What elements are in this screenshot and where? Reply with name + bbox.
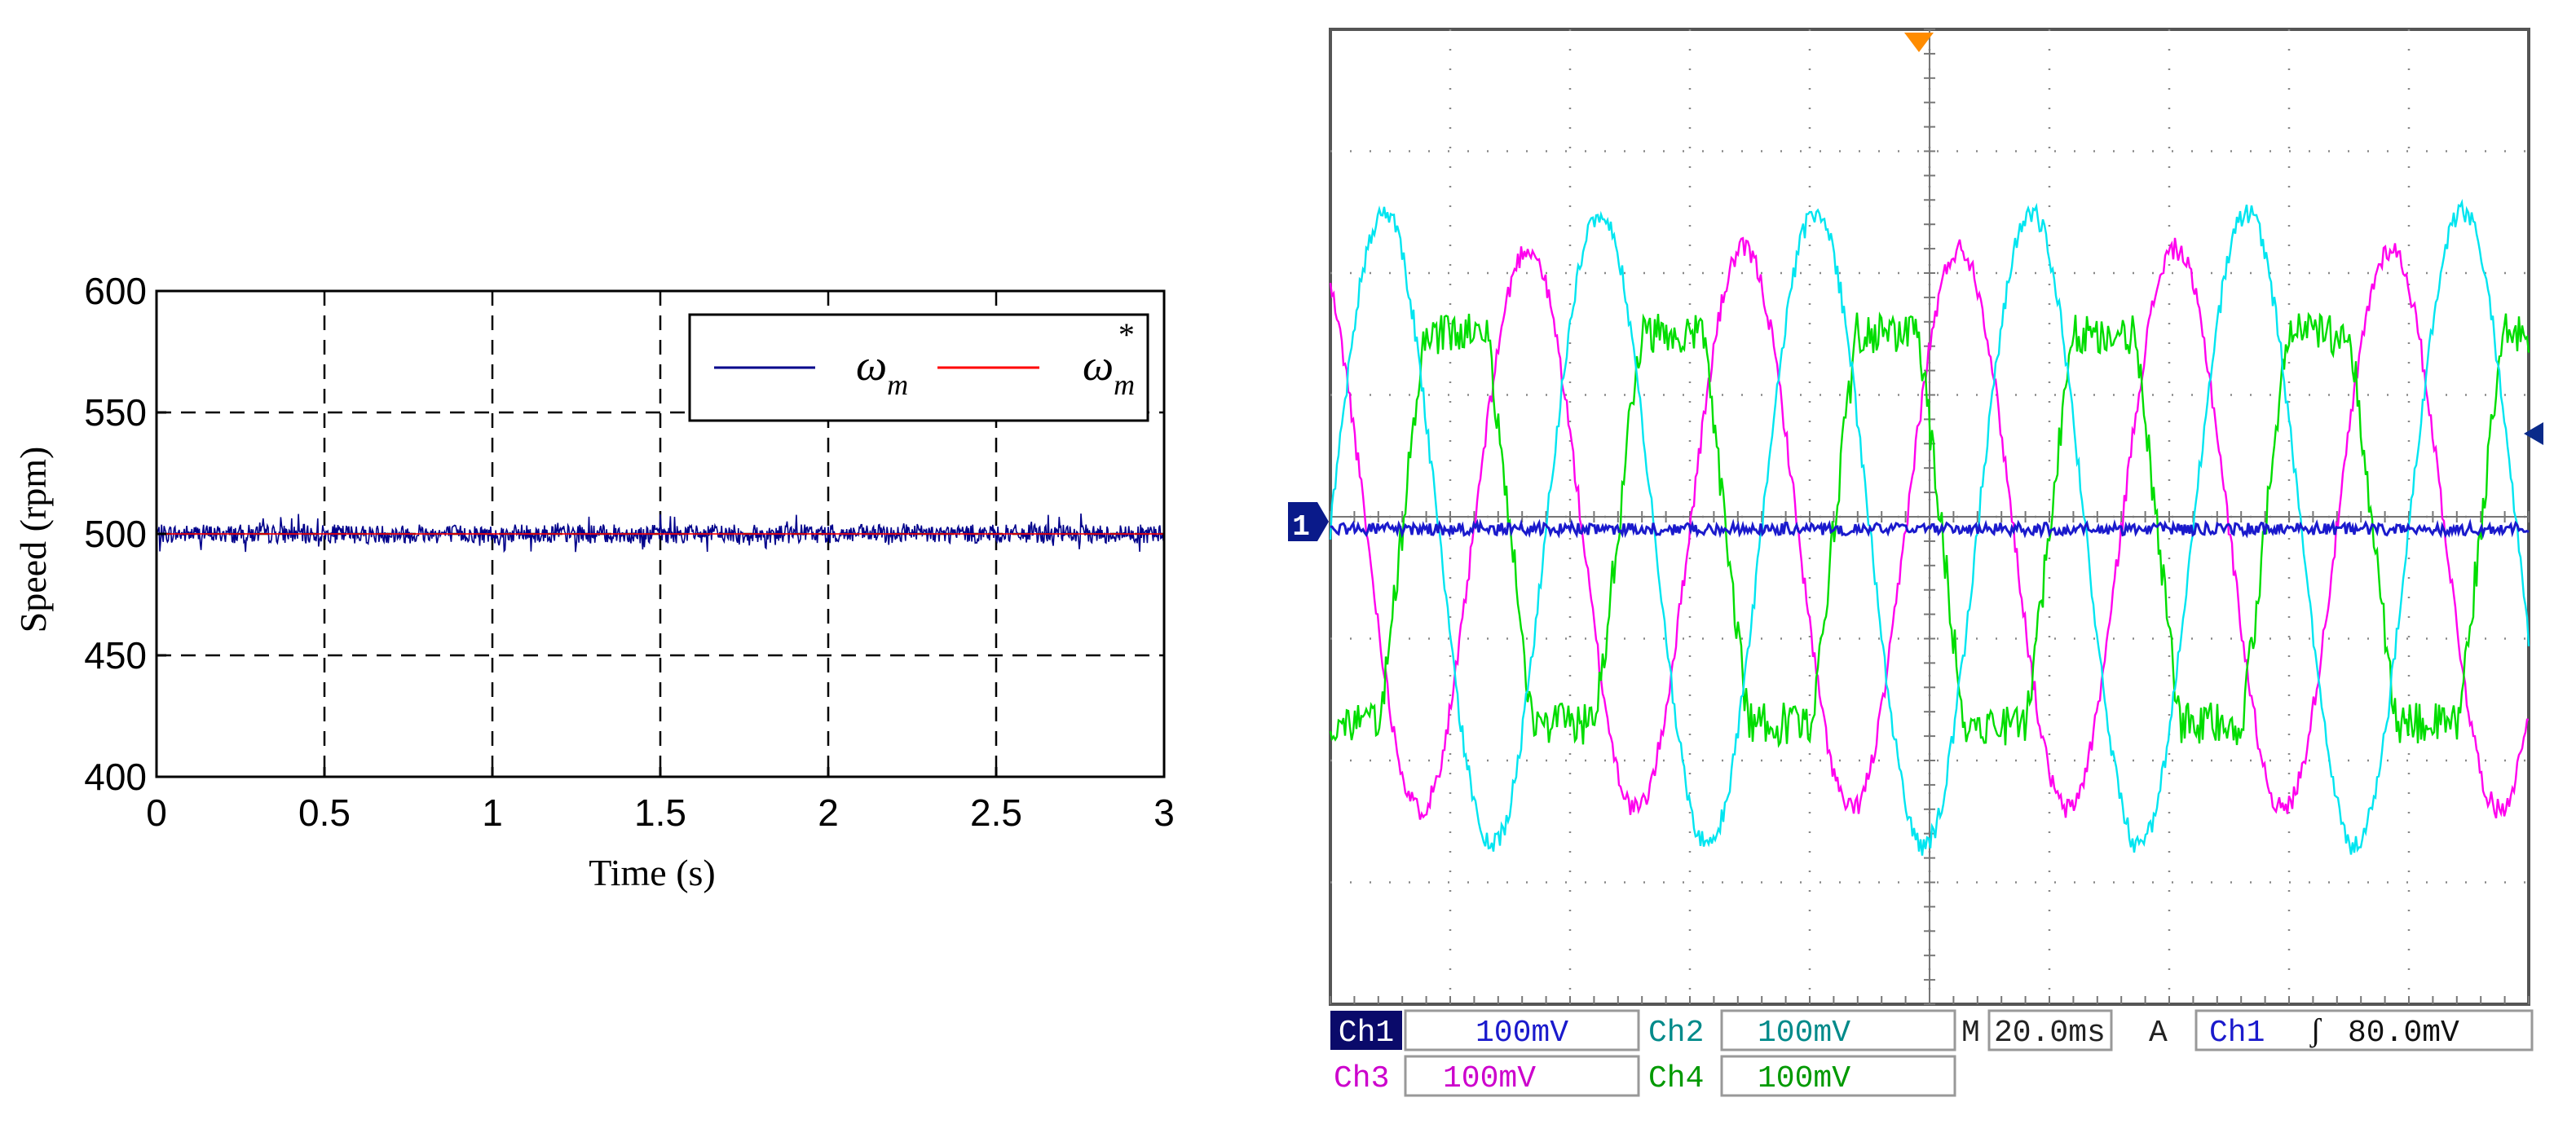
y-tick-label: 450 <box>84 634 147 677</box>
trigger-position-marker <box>1904 33 1934 52</box>
trigger-level: 80.0mV <box>2348 1016 2459 1051</box>
trigger-box <box>2194 1009 2534 1051</box>
y-tick-label: 600 <box>84 270 147 312</box>
trace-ch2 <box>1329 198 2530 856</box>
speed-chart-legend: ωm ωm * <box>688 313 1149 422</box>
trigger-source: Ch1 <box>2209 1016 2265 1051</box>
x-tick-label: 1.5 <box>634 791 686 834</box>
ch1-scale-box <box>1404 1009 1640 1051</box>
legend-label-omega-m-ref-star: * <box>1117 316 1133 353</box>
speed-chart: 0 0.5 1 1.5 2 2.5 3 400 450 500 550 600 Time (s) Sp… <box>12 270 1175 893</box>
speed-chart-ticks: 0 0.5 1 1.5 2 2.5 3 400 450 500 550 600 <box>84 270 1175 834</box>
ch1-ground-marker: 1 <box>1288 502 1329 544</box>
ch3-label: Ch3 <box>1334 1061 1389 1096</box>
trace-ch1 <box>1330 518 2530 540</box>
trigger-mode: A <box>2149 1016 2168 1051</box>
legend-label-omega-m-ref: ωm <box>1083 341 1135 401</box>
timebase-label: M <box>1961 1016 1980 1051</box>
x-tick-label: 0 <box>146 791 167 834</box>
speed-chart-series <box>156 513 1165 553</box>
legend-label-omega-m: ωm <box>856 341 908 401</box>
svg-text:1: 1 <box>1292 510 1310 544</box>
scope-traces <box>1329 198 2530 856</box>
trace-ch4 <box>1329 311 2530 748</box>
ch3-scale: 100mV <box>1443 1061 1536 1096</box>
x-tick-label: 1 <box>482 791 503 834</box>
ch4-scale: 100mV <box>1758 1061 1850 1096</box>
ch2-scale: 100mV <box>1758 1016 1850 1051</box>
x-tick-label: 2.5 <box>970 791 1022 834</box>
speed-chart-ylabel: Speed (rpm) <box>12 447 54 633</box>
ch1-scale: 100mV <box>1475 1016 1568 1051</box>
ch4-label: Ch4 <box>1648 1061 1704 1096</box>
ch2-scale-box <box>1720 1009 1956 1051</box>
oscilloscope: 1 Ch1 100mV Ch2 100mV M 20.0ms A Ch1 ʃ 8… <box>1288 28 2543 1097</box>
ch2-label: Ch2 <box>1648 1016 1704 1051</box>
scope-status-bar: Ch1 100mV Ch2 100mV M 20.0ms A Ch1 ʃ 80.… <box>1330 1009 2534 1097</box>
ch1-label: Ch1 <box>1339 1016 1394 1051</box>
series-omega-m <box>156 513 1165 553</box>
ch4-scale-box <box>1720 1055 1956 1097</box>
trace-ch3 <box>1329 236 2530 820</box>
speed-chart-xlabel: Time (s) <box>589 852 716 893</box>
trigger-level-marker <box>2524 422 2543 445</box>
ch3-scale-box <box>1404 1055 1640 1097</box>
y-tick-label: 500 <box>84 513 147 555</box>
x-tick-label: 3 <box>1153 791 1175 834</box>
ch1-label-box <box>1330 1011 1402 1050</box>
y-tick-label: 400 <box>84 756 147 798</box>
timebase-value: 20.0ms <box>1994 1016 2106 1051</box>
x-tick-label: 0.5 <box>298 791 351 834</box>
timebase-box <box>1987 1009 2113 1051</box>
x-tick-label: 2 <box>818 791 839 834</box>
y-tick-label: 550 <box>84 391 147 434</box>
trigger-slope-icon: ʃ <box>2309 1012 2322 1048</box>
